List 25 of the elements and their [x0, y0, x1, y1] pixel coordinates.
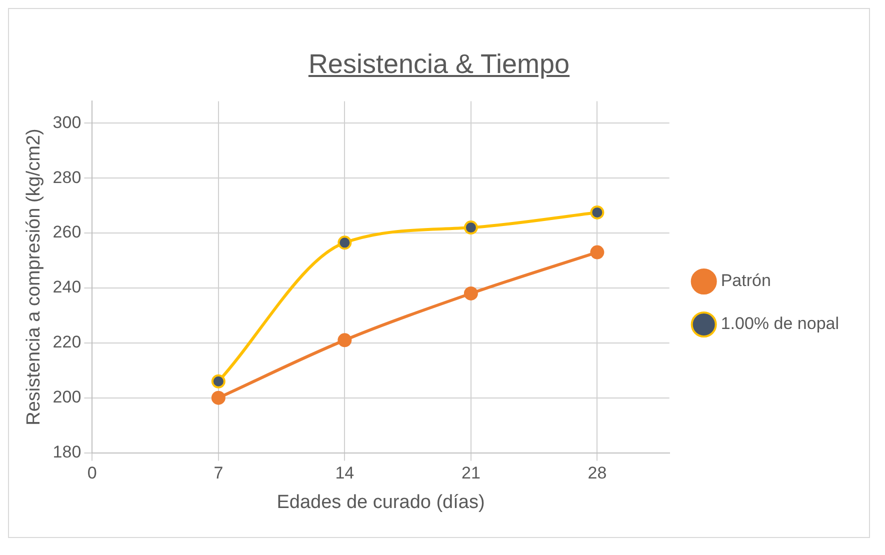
- point: [464, 220, 478, 235]
- y-axis-title: Resistencia a compresión (kg/cm2): [24, 128, 45, 426]
- x-tick-label: 21: [461, 464, 480, 483]
- y-tick-label: 240: [52, 278, 82, 297]
- point: [211, 390, 226, 405]
- point: [464, 286, 478, 300]
- y-tick-label: 180: [52, 442, 82, 462]
- x-tick-label: 7: [214, 464, 224, 483]
- x-tick-label: 14: [335, 464, 354, 483]
- legend-label: Patrón: [720, 271, 771, 290]
- point: [211, 374, 226, 388]
- y-tick-label: 300: [52, 112, 82, 132]
- legend-label: 1.00% de nopal: [720, 314, 840, 334]
- y-tick-label: 200: [52, 388, 82, 407]
- chart-title: Resistencia & Tiempo: [307, 49, 571, 80]
- point: [338, 236, 352, 250]
- point: [590, 245, 604, 260]
- y-tick-label: 260: [52, 222, 82, 242]
- point: [338, 333, 352, 348]
- point: [590, 205, 604, 220]
- x-tick-label: 0: [87, 464, 97, 483]
- y-tick-label: 220: [52, 332, 82, 352]
- y-tick-label: 280: [52, 168, 82, 187]
- x-axis-title: Edades de curado (días): [276, 492, 485, 513]
- x-tick-label: 28: [588, 464, 607, 483]
